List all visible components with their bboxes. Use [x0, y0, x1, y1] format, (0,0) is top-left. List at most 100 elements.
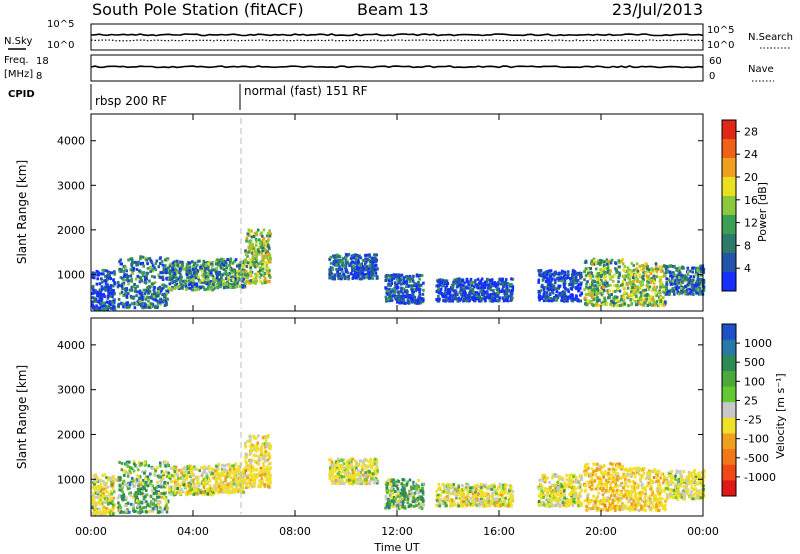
cpid-panel: CPID rbsp 200 RF normal (fast) 151 RF	[8, 84, 368, 110]
scatter-cell	[465, 286, 469, 290]
scatter-cell	[451, 287, 454, 291]
scatter-cell	[654, 267, 658, 270]
scatter-cell	[102, 491, 105, 495]
scatter-cell	[173, 264, 176, 268]
scatter-cell	[633, 284, 637, 287]
scatter-cell	[671, 274, 674, 278]
scatter-cell	[648, 285, 652, 289]
scatter-cell	[684, 279, 687, 283]
scatter-cell	[118, 506, 122, 510]
scatter-cell	[261, 480, 264, 484]
scatter-cell	[203, 287, 206, 291]
scatter-cell	[150, 285, 154, 288]
scatter-cell	[101, 287, 104, 291]
scatter-cell	[144, 489, 148, 492]
scatter-cell	[385, 276, 388, 280]
scatter-cell	[361, 459, 365, 463]
scatter-cell	[208, 470, 212, 474]
scatter-cell	[220, 262, 224, 266]
scatter-cell	[122, 293, 125, 297]
scatter-cell	[138, 291, 142, 295]
scatter-cell	[219, 266, 223, 270]
scatter-cell	[122, 469, 126, 473]
scatter-cell	[241, 275, 244, 279]
scatter-cell	[259, 260, 263, 264]
scatter-cell	[249, 270, 252, 274]
scatter-cell	[122, 495, 126, 499]
scatter-cell	[627, 268, 630, 272]
scatter-cell	[97, 295, 101, 298]
scatter-cell	[469, 283, 473, 287]
scatter-cell	[411, 298, 414, 302]
scatter-cell	[392, 273, 396, 277]
scatter-cell	[680, 280, 684, 284]
scatter-cell	[92, 513, 95, 517]
scatter-cell	[375, 472, 378, 476]
scatter-cell	[99, 302, 103, 306]
scatter-cell	[174, 479, 177, 482]
scatter-cell	[454, 290, 458, 294]
scatter-cell	[347, 467, 351, 471]
scatter-cell	[636, 286, 640, 290]
scatter-cell	[129, 294, 133, 298]
scatter-cell	[166, 269, 169, 273]
scatter-cell	[588, 301, 591, 305]
scatter-cell	[385, 274, 388, 277]
scatter-cell	[211, 264, 214, 268]
scatter-cell	[131, 479, 135, 483]
scatter-cell	[190, 469, 194, 473]
scatter-cell	[561, 279, 564, 283]
scatter-cell	[93, 291, 96, 295]
scatter-cell	[495, 292, 498, 296]
scatter-cell	[201, 471, 205, 475]
scatter-cell	[247, 228, 251, 232]
scatter-cell	[146, 503, 149, 507]
scatter-cell	[641, 283, 645, 287]
scatter-cell	[104, 279, 107, 283]
scatter-cell	[510, 290, 514, 294]
scatter-cell	[497, 287, 501, 291]
scatter-cell	[185, 266, 188, 270]
scatter-cell	[255, 260, 258, 264]
scatter-cell	[608, 270, 612, 274]
scatter-cell	[451, 297, 455, 300]
scatter-cell	[132, 509, 136, 513]
scatter-cell	[620, 259, 623, 263]
scatter-cell	[337, 481, 340, 485]
scatter-cell	[262, 265, 265, 268]
colorbar-tick-label: 24	[744, 148, 758, 161]
scatter-cell	[268, 471, 271, 475]
scatter-cell	[646, 304, 650, 307]
scatter-cell	[148, 257, 151, 261]
scatter-cell	[99, 496, 103, 500]
scatter-cell	[151, 264, 155, 268]
scatter-cell	[659, 296, 662, 300]
scatter-cell	[699, 292, 702, 296]
scatter-cell	[613, 273, 616, 277]
scatter-cell	[671, 287, 675, 291]
scatter-cell	[263, 240, 266, 244]
nsky-series	[90, 33, 704, 37]
scatter-cell	[214, 486, 217, 490]
scatter-cell	[696, 272, 699, 276]
cpid-label: CPID	[8, 89, 35, 100]
scatter-cell	[200, 466, 203, 470]
scatter-cell	[255, 468, 258, 472]
scatter-cell	[689, 275, 692, 279]
scatter-cell	[355, 256, 358, 260]
scatter-cell	[269, 260, 272, 264]
scatter-cell	[631, 297, 635, 301]
scatter-cell	[148, 480, 151, 484]
scatter-cell	[628, 280, 631, 284]
scatter-cell	[545, 294, 549, 298]
scatter-cell	[357, 477, 361, 481]
scatter-cell	[103, 497, 107, 501]
scatter-cell	[419, 274, 422, 277]
scatter-cell	[469, 280, 472, 284]
scatter-cell	[223, 264, 226, 267]
scatter-cell	[265, 453, 268, 457]
scatter-cell	[480, 277, 484, 281]
scatter-cell	[499, 282, 502, 286]
scatter-cell	[464, 292, 467, 296]
scatter-cell	[629, 280, 633, 284]
